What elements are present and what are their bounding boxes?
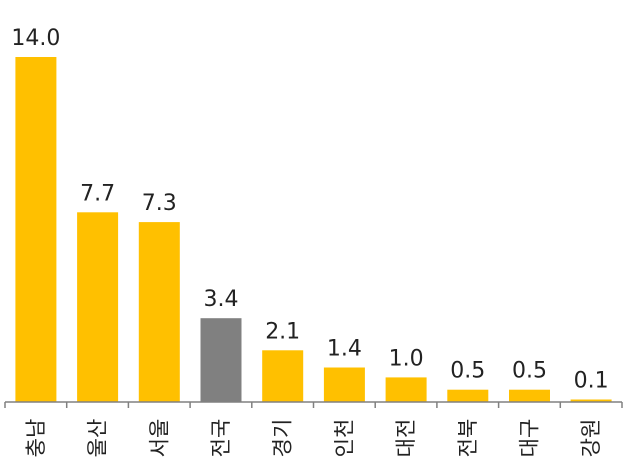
value-label-2: 7.3 — [142, 191, 177, 216]
value-label-1: 7.7 — [80, 181, 115, 206]
category-label-7: 전북 — [456, 419, 480, 458]
category-label-3: 전국 — [209, 419, 233, 458]
bar-7 — [447, 389, 489, 402]
category-label-4: 경기 — [271, 419, 295, 458]
category-label-1: 울산 — [86, 419, 110, 458]
x-axis-ticks — [4, 402, 623, 408]
bar-1 — [77, 212, 119, 403]
category-label-6: 대전 — [394, 419, 418, 458]
category-label-5: 인천 — [332, 419, 356, 458]
value-label-9: 0.1 — [574, 369, 609, 394]
bars-group — [15, 57, 612, 403]
value-label-3: 3.4 — [204, 287, 239, 312]
value-label-8: 0.5 — [512, 359, 547, 384]
category-label-9: 강원 — [579, 419, 603, 458]
category-labels-group: 충남 울산 서울 전국 경기 인천 대전 전북 대구 강원 — [24, 419, 603, 458]
value-label-5: 1.4 — [327, 337, 362, 362]
category-label-8: 대구 — [518, 419, 542, 458]
bar-3 — [200, 318, 242, 402]
value-labels-group: 14.0 7.7 7.3 3.4 2.1 1.4 1.0 0.5 0.5 0.1 — [11, 26, 608, 394]
value-label-4: 2.1 — [265, 319, 300, 344]
category-label-0: 충남 — [24, 419, 48, 458]
value-label-7: 0.5 — [450, 359, 485, 384]
bar-0 — [15, 57, 57, 402]
bar-9 — [570, 399, 612, 402]
bar-6 — [385, 377, 427, 402]
bar-5 — [323, 367, 365, 402]
value-label-6: 1.0 — [389, 346, 424, 371]
bar-2 — [138, 222, 180, 402]
value-label-0: 14.0 — [11, 26, 60, 51]
bar-8 — [509, 389, 550, 402]
category-label-2: 서울 — [147, 419, 171, 458]
bar-4 — [262, 350, 304, 403]
